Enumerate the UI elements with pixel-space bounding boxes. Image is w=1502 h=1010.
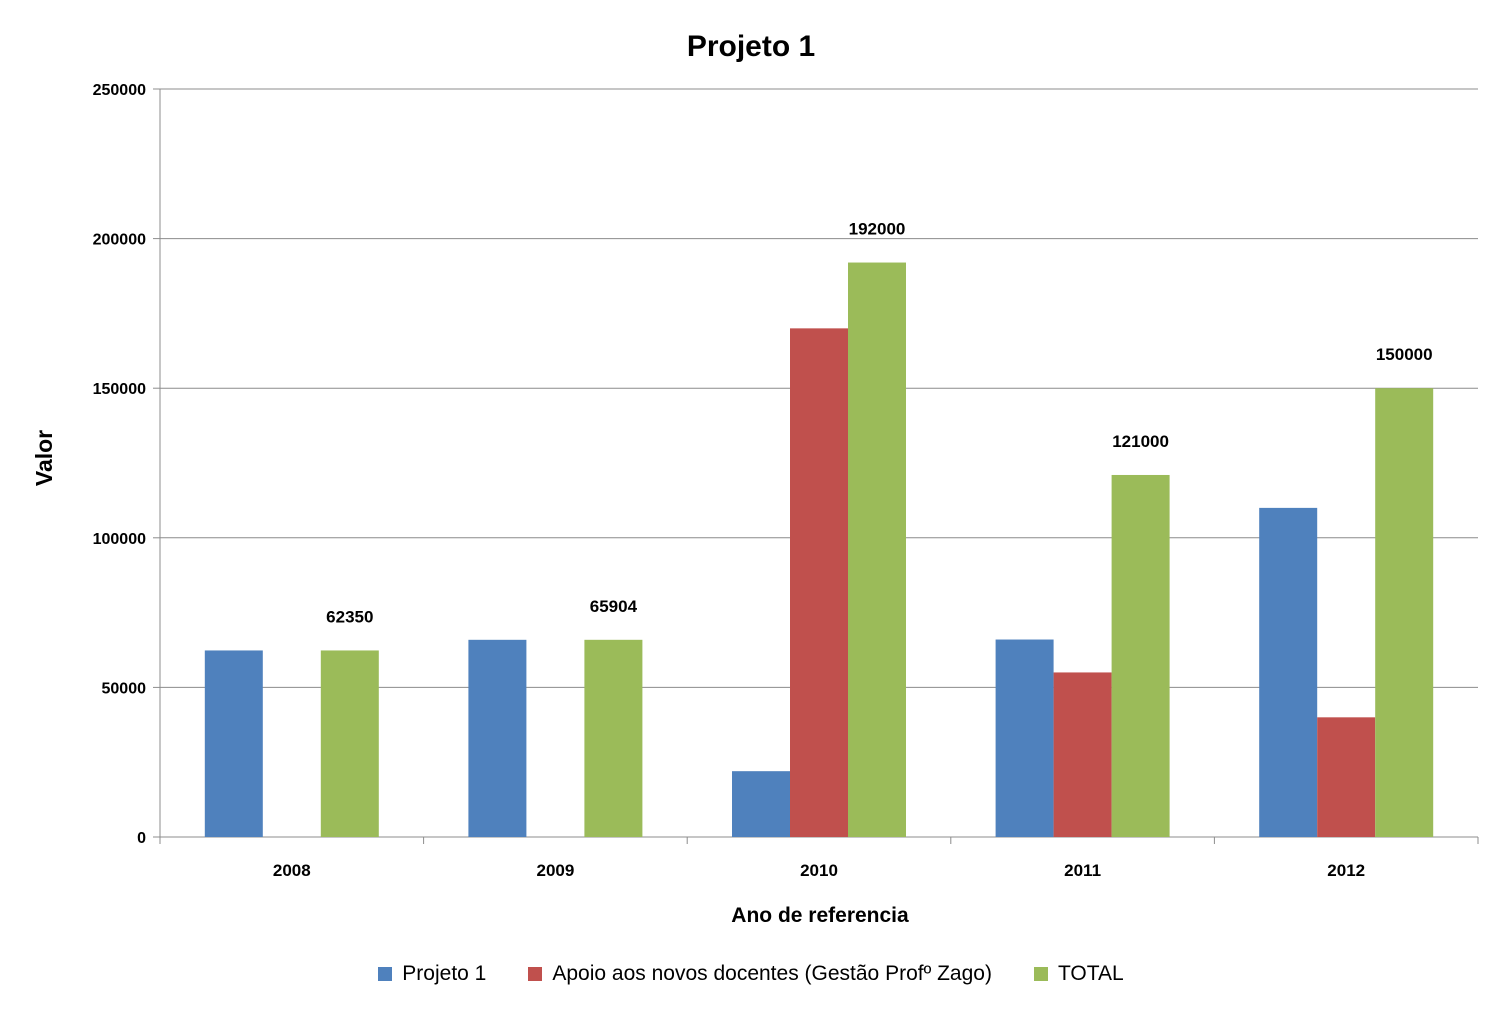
y-axis-ticks: 0 50000 100000 150000 200000 250000 (93, 82, 160, 847)
legend: Projeto 1 Apoio aos novos docentes (Gestã… (0, 962, 1502, 986)
legend-label: TOTAL (1057, 962, 1124, 985)
data-label: 192000 (849, 220, 906, 239)
x-tick-label: 2010 (800, 861, 838, 880)
legend-swatch (378, 967, 393, 981)
bar-2010-series-0 (732, 771, 790, 837)
data-labels: 62350 65904 192000 121000 150000 (326, 220, 1432, 627)
data-label: 121000 (1112, 432, 1169, 451)
y-axis-label: Valor (31, 430, 57, 486)
legend-label: Projeto 1 (402, 962, 487, 985)
x-axis-ticks: 2008 2009 2010 2011 2012 (159, 836, 1479, 880)
bar-2012-series-2 (1375, 388, 1434, 837)
bar-2012-series-1 (1317, 717, 1376, 837)
bars (204, 262, 1434, 837)
x-tick-label: 2011 (1064, 861, 1101, 880)
bar-2011-series-1 (1053, 672, 1112, 837)
bar-2011-series-0 (995, 639, 1054, 837)
legend-item: TOTAL (1033, 962, 1124, 986)
chart-title: Projeto 1 (686, 30, 816, 63)
bar-2009-series-0 (468, 639, 527, 837)
x-tick-label: 2012 (1327, 861, 1365, 880)
legend-label: Apoio aos novos docentes (Gestão Profº Z… (552, 962, 992, 985)
legend-item: Projeto 1 (378, 962, 486, 986)
bar-2010-series-1 (790, 328, 848, 837)
bar-2011-series-2 (1111, 474, 1170, 837)
x-axis-label: Ano de referencia (731, 904, 909, 927)
x-tick-label: 2008 (273, 861, 311, 880)
x-tick-label: 2009 (536, 861, 574, 880)
y-tick-label: 200000 (93, 232, 146, 249)
data-label: 150000 (1376, 345, 1433, 364)
bar-2010-series-2 (848, 262, 906, 837)
y-tick-label: 250000 (93, 82, 146, 99)
data-label: 62350 (326, 607, 373, 626)
bar-2012-series-0 (1259, 507, 1318, 837)
data-label: 65904 (590, 597, 638, 616)
legend-swatch (1033, 967, 1048, 981)
bar-2008-series-0 (204, 650, 263, 837)
y-tick-label: 50000 (102, 680, 147, 697)
y-tick-label: 150000 (93, 381, 146, 398)
legend-swatch (528, 967, 543, 981)
y-tick-label: 0 (137, 830, 146, 847)
bar-2008-series-2 (320, 650, 379, 837)
legend-item: Apoio aos novos docentes (Gestão Profº Z… (528, 962, 992, 986)
y-tick-label: 100000 (93, 531, 146, 548)
bar-2009-series-2 (584, 639, 643, 837)
